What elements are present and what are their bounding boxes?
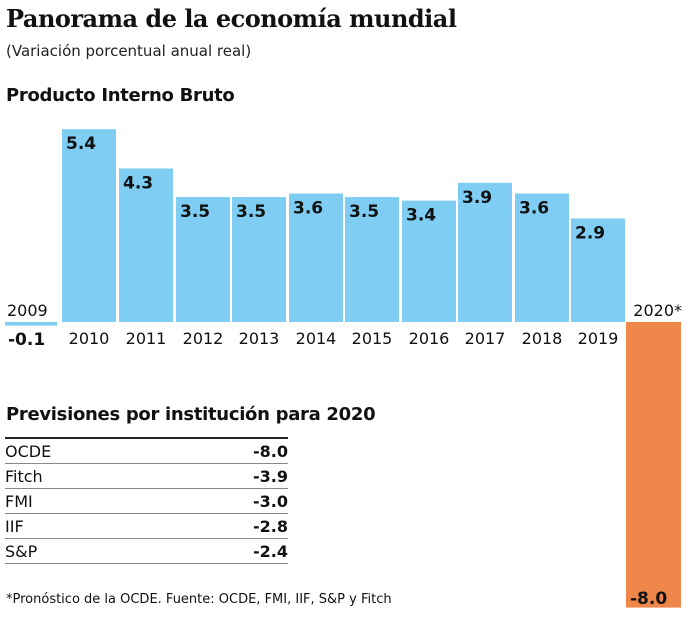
footnote: *Pronóstico de la OCDE. Fuente: OCDE, FM… — [6, 592, 392, 607]
subtitle: (Variación porcentual anual real) — [6, 42, 252, 60]
forecast-value: -3.9 — [253, 467, 288, 486]
bar-2018 — [515, 193, 569, 322]
value-label-2016: 3.4 — [406, 206, 436, 226]
bar-2014 — [289, 193, 343, 322]
year-label-2010: 2010 — [69, 329, 110, 348]
forecast-value: -3.0 — [253, 492, 288, 511]
bar-2012 — [176, 197, 230, 322]
bar-2020* — [626, 322, 681, 608]
table-row: OCDE -8.0 — [5, 439, 288, 464]
year-label-2017: 2017 — [465, 329, 506, 348]
bar-2017 — [458, 182, 512, 322]
institution-name: OCDE — [5, 442, 52, 461]
value-label-2020*: -8.0 — [630, 589, 667, 609]
year-label-2018: 2018 — [522, 329, 563, 348]
institution-name: FMI — [5, 492, 33, 511]
table-row: FMI -3.0 — [5, 489, 288, 514]
bar-2016 — [402, 200, 456, 322]
year-label-2011: 2011 — [126, 329, 167, 348]
bar-2019 — [571, 218, 625, 322]
table-row: Fitch -3.9 — [5, 464, 288, 489]
value-label-2014: 3.6 — [293, 198, 323, 218]
institution-name: S&P — [5, 542, 38, 561]
forecast-value: -2.8 — [253, 517, 288, 536]
year-label-2009: 2009 — [7, 301, 48, 320]
value-label-2018: 3.6 — [519, 198, 549, 218]
year-label-2019: 2019 — [578, 329, 619, 348]
institution-name: Fitch — [5, 467, 43, 486]
year-label-2012: 2012 — [183, 329, 224, 348]
table-title: Previsiones por institución para 2020 — [6, 404, 376, 425]
bar-2013 — [232, 197, 286, 322]
institution-name: IIF — [5, 517, 24, 536]
bar-2009 — [5, 322, 57, 326]
year-label-2020*: 2020* — [633, 301, 682, 320]
year-label-2016: 2016 — [409, 329, 450, 348]
bar-2011 — [119, 168, 173, 322]
table-row: S&P -2.4 — [5, 539, 288, 564]
year-label-2014: 2014 — [296, 329, 337, 348]
value-label-2010: 5.4 — [66, 134, 96, 154]
forecast-value: -8.0 — [253, 442, 288, 461]
value-label-2019: 2.9 — [575, 223, 605, 243]
forecast-table: OCDE -8.0 Fitch -3.9 FMI -3.0 IIF -2.8 S&P -2.4 — [5, 437, 288, 564]
value-label-2015: 3.5 — [349, 202, 379, 222]
table-row: IIF -2.8 — [5, 514, 288, 539]
year-label-2015: 2015 — [352, 329, 393, 348]
forecast-value: -2.4 — [253, 542, 288, 561]
chart-title: Producto Interno Bruto — [6, 85, 235, 106]
value-label-2017: 3.9 — [462, 188, 492, 208]
bar-2010 — [62, 129, 116, 322]
value-label-2012: 3.5 — [180, 202, 210, 222]
value-label-2009: -0.1 — [8, 330, 45, 350]
bar-2015 — [345, 197, 399, 322]
year-label-2013: 2013 — [239, 329, 280, 348]
value-label-2011: 4.3 — [123, 173, 153, 193]
value-label-2013: 3.5 — [236, 202, 266, 222]
page-title: Panorama de la economía mundial — [6, 4, 457, 33]
